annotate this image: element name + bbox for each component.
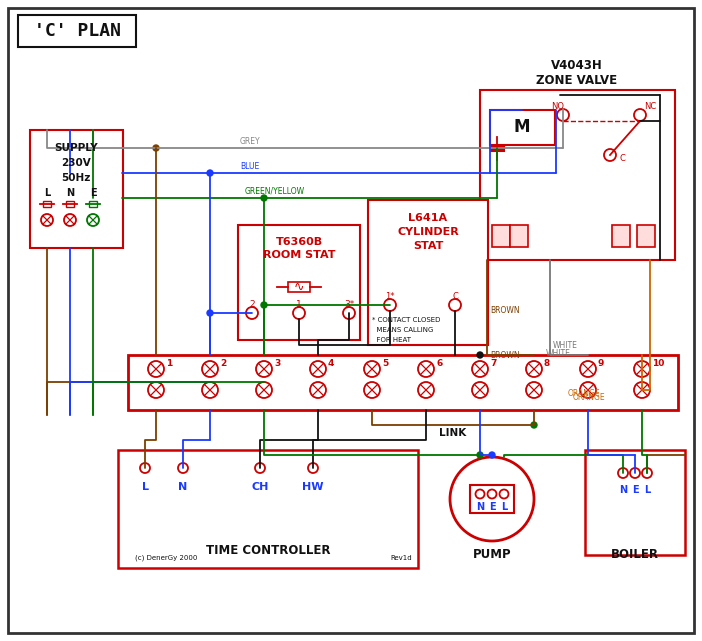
FancyBboxPatch shape <box>492 225 510 247</box>
Text: BLUE: BLUE <box>240 162 259 171</box>
Text: HW: HW <box>303 482 324 492</box>
Text: GREY: GREY <box>240 137 260 146</box>
Text: T6360B: T6360B <box>275 237 322 247</box>
Text: N: N <box>178 482 187 492</box>
Text: 9: 9 <box>598 358 604 367</box>
Text: ∿: ∿ <box>293 281 304 294</box>
FancyBboxPatch shape <box>118 450 418 568</box>
Circle shape <box>489 452 495 458</box>
Circle shape <box>207 310 213 316</box>
Text: C: C <box>452 292 458 301</box>
FancyBboxPatch shape <box>43 201 51 207</box>
Text: ZONE VALVE: ZONE VALVE <box>536 74 618 87</box>
Circle shape <box>477 452 483 458</box>
Text: FOR HEAT: FOR HEAT <box>372 337 411 343</box>
Text: Rev1d: Rev1d <box>390 555 411 561</box>
Text: 1: 1 <box>296 299 302 308</box>
Text: L: L <box>501 502 507 512</box>
Text: L: L <box>44 188 50 198</box>
Text: 2: 2 <box>220 358 226 367</box>
FancyBboxPatch shape <box>368 200 488 345</box>
Text: C: C <box>619 153 625 163</box>
Text: * CONTACT CLOSED: * CONTACT CLOSED <box>372 317 440 323</box>
Text: V4043H: V4043H <box>551 58 603 72</box>
Circle shape <box>153 145 159 151</box>
FancyBboxPatch shape <box>480 90 675 260</box>
FancyBboxPatch shape <box>66 201 74 207</box>
Text: ROOM STAT: ROOM STAT <box>263 250 336 260</box>
Text: NC: NC <box>644 101 656 110</box>
Text: M: M <box>514 118 530 136</box>
Text: 1: 1 <box>166 358 172 367</box>
Text: BROWN: BROWN <box>490 351 519 360</box>
Text: 'C' PLAN: 'C' PLAN <box>34 22 121 40</box>
FancyBboxPatch shape <box>612 225 630 247</box>
Text: E: E <box>632 485 638 495</box>
Text: N: N <box>476 502 484 512</box>
Text: E: E <box>90 188 96 198</box>
Text: BROWN: BROWN <box>490 306 519 315</box>
FancyBboxPatch shape <box>18 15 136 47</box>
Text: STAT: STAT <box>413 241 443 251</box>
Text: (c) DenerGy 2000: (c) DenerGy 2000 <box>135 554 197 562</box>
Circle shape <box>261 195 267 201</box>
Text: L: L <box>644 485 650 495</box>
Text: 3*: 3* <box>344 299 354 308</box>
Text: ORANGE: ORANGE <box>573 394 606 403</box>
Text: N: N <box>619 485 627 495</box>
FancyBboxPatch shape <box>8 8 694 633</box>
FancyBboxPatch shape <box>238 225 360 340</box>
Text: ORANGE: ORANGE <box>568 388 601 397</box>
Text: BOILER: BOILER <box>611 549 659 562</box>
Text: LINK: LINK <box>439 428 467 438</box>
Text: 8: 8 <box>544 358 550 367</box>
Text: L: L <box>142 482 149 492</box>
Text: 4: 4 <box>328 358 334 367</box>
FancyBboxPatch shape <box>89 201 97 207</box>
Circle shape <box>531 422 537 428</box>
Text: 50Hz: 50Hz <box>61 173 91 183</box>
Text: CH: CH <box>251 482 269 492</box>
Text: N: N <box>66 188 74 198</box>
FancyBboxPatch shape <box>585 450 685 555</box>
Text: 2: 2 <box>249 299 255 308</box>
FancyBboxPatch shape <box>128 355 678 410</box>
Text: WHITE: WHITE <box>546 349 571 358</box>
Text: 5: 5 <box>382 358 388 367</box>
Circle shape <box>207 170 213 176</box>
Text: 1*: 1* <box>385 292 395 301</box>
Circle shape <box>477 352 483 358</box>
Text: SUPPLY: SUPPLY <box>54 143 98 153</box>
Circle shape <box>261 302 267 308</box>
FancyBboxPatch shape <box>490 110 555 145</box>
Text: 7: 7 <box>490 358 496 367</box>
FancyBboxPatch shape <box>510 225 528 247</box>
Text: NO: NO <box>552 101 564 110</box>
Text: PUMP: PUMP <box>472 549 511 562</box>
Text: WHITE: WHITE <box>553 340 578 349</box>
Text: 230V: 230V <box>61 158 91 168</box>
Text: L641A: L641A <box>409 213 448 223</box>
Text: GREEN/YELLOW: GREEN/YELLOW <box>245 187 305 196</box>
Text: 6: 6 <box>436 358 442 367</box>
FancyBboxPatch shape <box>30 130 123 248</box>
Text: 3: 3 <box>274 358 280 367</box>
Text: E: E <box>489 502 496 512</box>
FancyBboxPatch shape <box>470 485 514 513</box>
Text: MEANS CALLING: MEANS CALLING <box>372 327 433 333</box>
Text: 10: 10 <box>652 358 664 367</box>
Text: CYLINDER: CYLINDER <box>397 227 459 237</box>
FancyBboxPatch shape <box>637 225 655 247</box>
FancyBboxPatch shape <box>288 282 310 292</box>
Text: TIME CONTROLLER: TIME CONTROLLER <box>206 544 330 556</box>
